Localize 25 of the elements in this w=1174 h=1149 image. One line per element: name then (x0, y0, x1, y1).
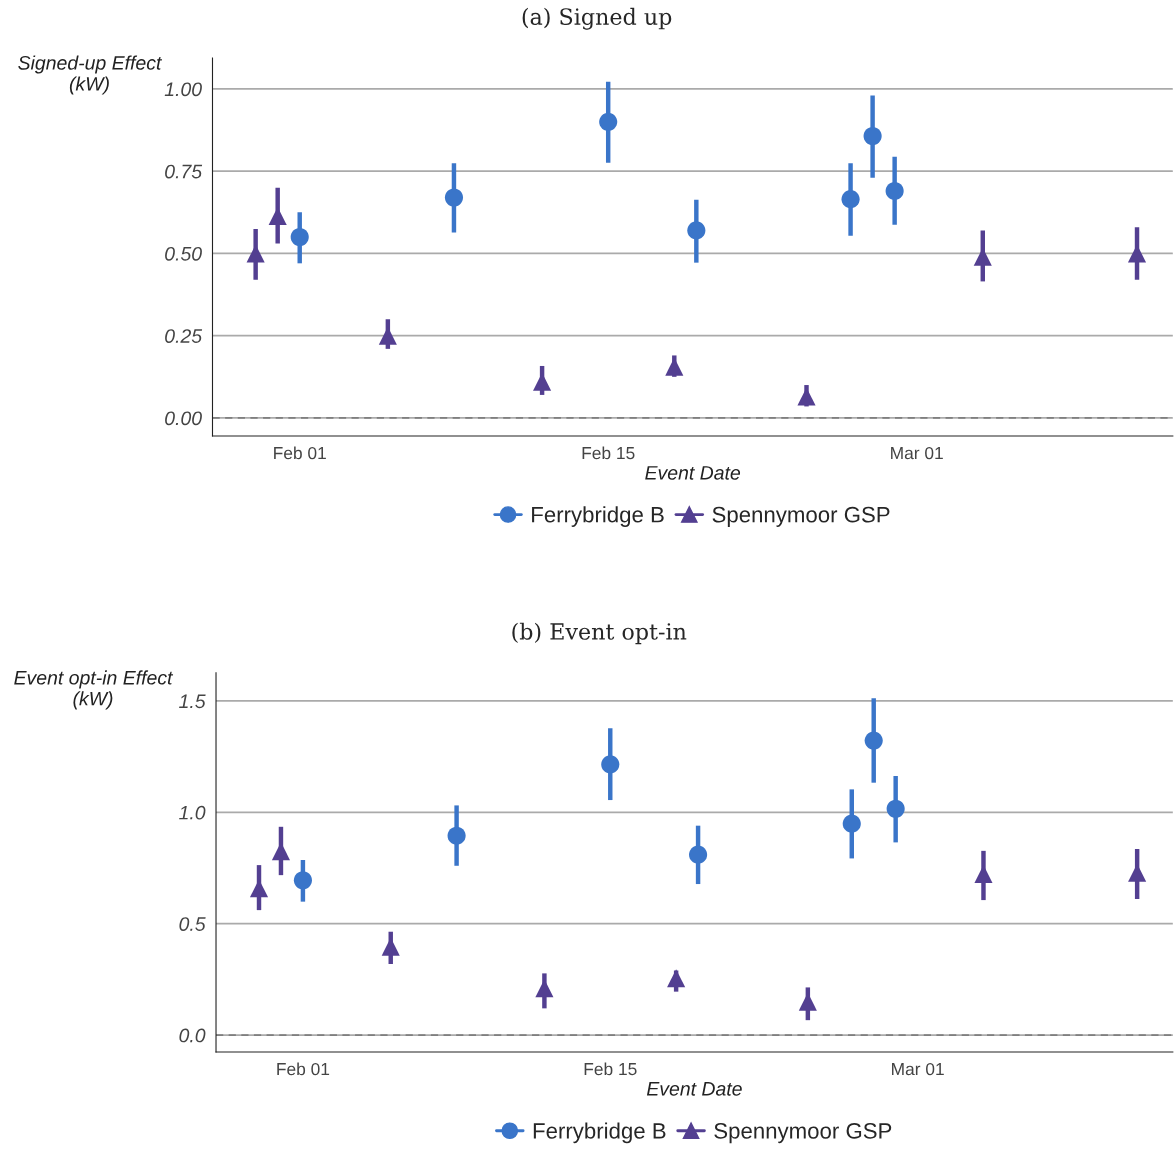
y-tick-label: 0.5 (179, 917, 206, 931)
y-tick-label: 1.00 (164, 82, 202, 97)
y-tick-label: 0.0 (179, 1028, 206, 1043)
x-tick-label: Mar 01 (891, 446, 943, 460)
legend-label: Spennymoor GSP (714, 1123, 892, 1144)
legend-label: Ferrybridge B (532, 506, 664, 527)
x-axis-title: Event Date (646, 1082, 742, 1096)
x-tick-label: Feb 15 (582, 446, 635, 460)
y-tick-label: 0.50 (165, 246, 202, 261)
y-axis-title: Event opt-in Effect (kW) (14, 670, 174, 710)
chart-title: (b) Event opt-in (512, 622, 687, 645)
y-tick-label: 1.0 (179, 805, 206, 820)
y-tick-label: 0.75 (165, 164, 203, 179)
chart-title: (a) Signed up (522, 7, 672, 30)
legend-label: Spennymoor GSP (712, 506, 890, 527)
legend-label: Ferrybridge B (533, 1122, 666, 1144)
x-tick-label: Feb 15 (584, 1062, 637, 1076)
y-tick-label: 0.25 (165, 329, 203, 343)
x-tick-label: Feb 01 (277, 1062, 330, 1076)
x-tick-label: Mar 01 (892, 1062, 944, 1076)
x-axis-title: Event Date (645, 466, 741, 480)
y-tick-label: 1.5 (179, 694, 206, 709)
y-axis-title: Signed-up Effect (kW) (18, 55, 163, 95)
y-tick-label: 0.00 (165, 411, 202, 426)
x-tick-label: Feb 01 (274, 446, 326, 460)
